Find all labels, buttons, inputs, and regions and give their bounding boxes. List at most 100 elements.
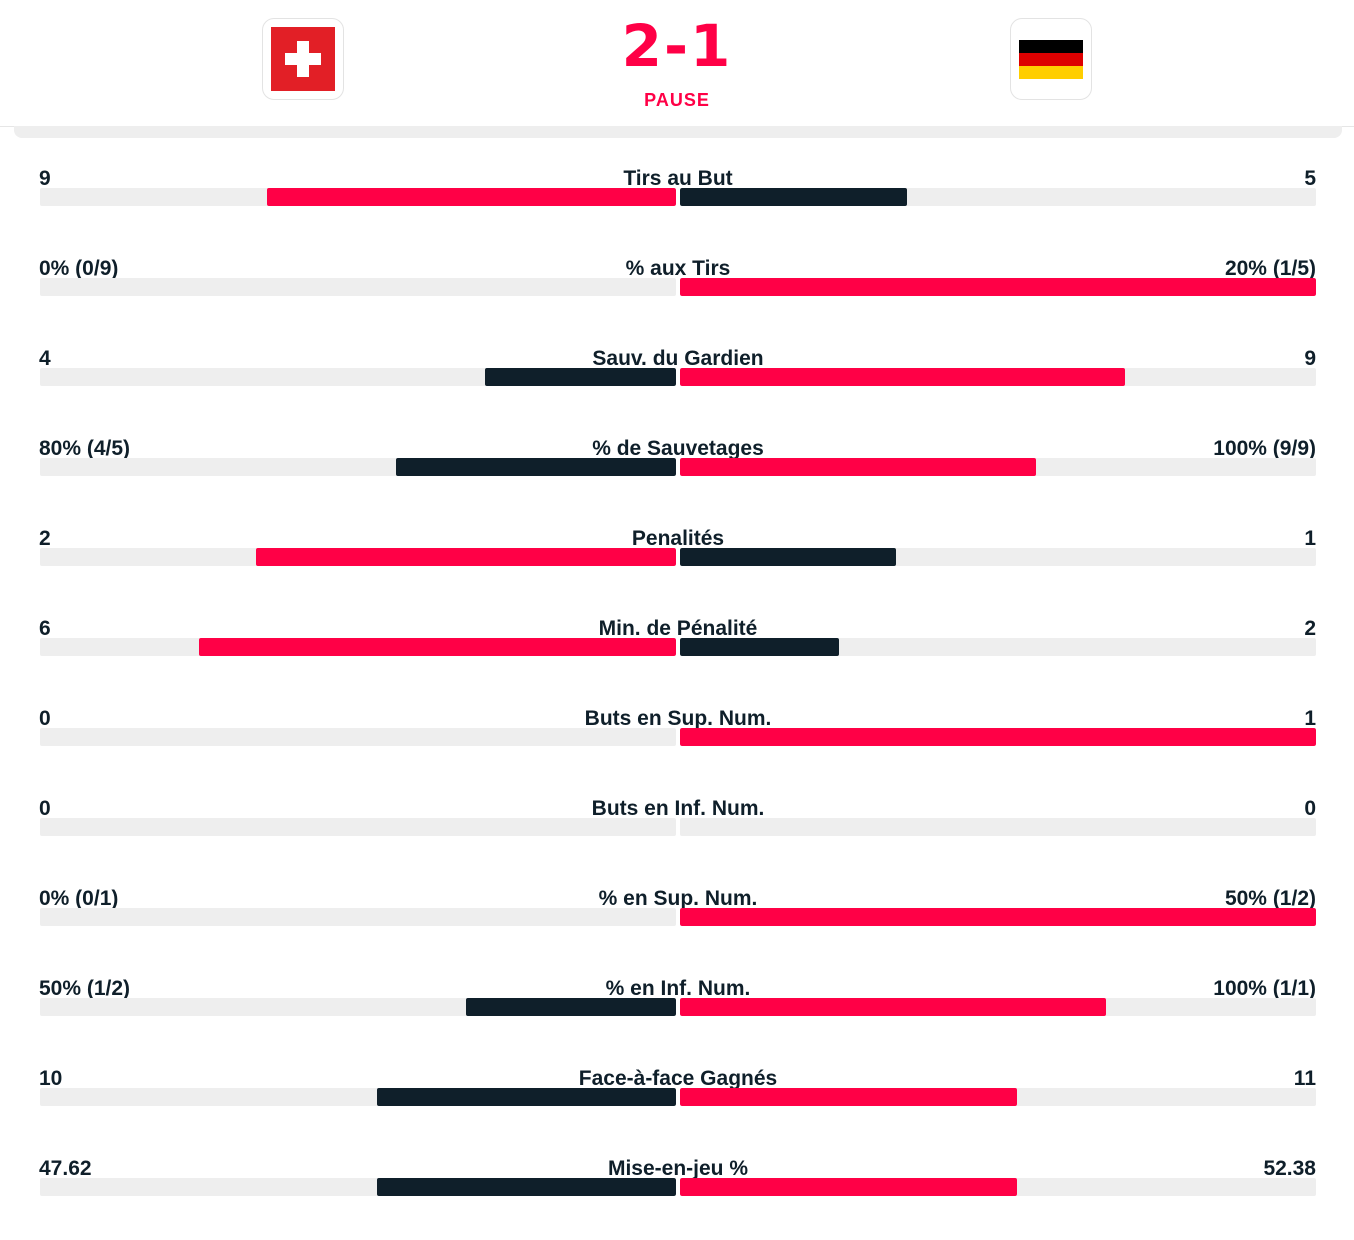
stat-label: % aux Tirs bbox=[625, 257, 731, 280]
away-bar-fill bbox=[680, 998, 1106, 1016]
stat-label: Min. de Pénalité bbox=[598, 617, 758, 640]
away-bar-track bbox=[680, 998, 1316, 1016]
stat-label: Buts en Inf. Num. bbox=[591, 797, 765, 820]
header-divider bbox=[14, 126, 1342, 138]
stat-bars bbox=[40, 368, 1316, 386]
stat-row: 80% (4/5) % de Sauvetages 100% (9/9) bbox=[39, 434, 1316, 514]
away-bar-track bbox=[680, 548, 1316, 566]
home-bar-fill bbox=[396, 458, 676, 476]
stat-labels: 50% (1/2) % en Inf. Num. 100% (1/1) bbox=[39, 974, 1316, 1004]
stat-labels: 80% (4/5) % de Sauvetages 100% (9/9) bbox=[39, 434, 1316, 464]
away-team-logo[interactable] bbox=[1010, 18, 1092, 100]
stat-away-value: 52.38 bbox=[1263, 1157, 1316, 1180]
home-bar-track bbox=[40, 818, 676, 836]
stat-home-value: 50% (1/2) bbox=[39, 977, 131, 1000]
home-bar-fill bbox=[377, 1178, 676, 1196]
germany-flag-icon bbox=[1019, 39, 1083, 79]
away-bar-fill bbox=[680, 458, 1036, 476]
match-header: 2-1 PAUSE bbox=[0, 0, 1354, 127]
away-bar-fill bbox=[680, 278, 1316, 296]
stat-labels: 4 Sauv. du Gardien 9 bbox=[39, 344, 1316, 374]
stat-bars bbox=[40, 1178, 1316, 1196]
away-bar-fill bbox=[680, 188, 907, 206]
stat-labels: 0% (0/1) % en Sup. Num. 50% (1/2) bbox=[39, 884, 1316, 914]
stat-bars bbox=[40, 188, 1316, 206]
stat-away-value: 0 bbox=[1304, 797, 1316, 820]
home-bar-track bbox=[40, 188, 676, 206]
away-bar-track bbox=[680, 818, 1316, 836]
home-bar-fill bbox=[256, 548, 676, 566]
stat-labels: 10 Face-à-face Gagnés 11 bbox=[39, 1064, 1316, 1094]
stat-home-value: 10 bbox=[39, 1067, 63, 1090]
match-status: PAUSE bbox=[644, 90, 710, 110]
home-bar-track bbox=[40, 1088, 676, 1106]
stat-label: Sauv. du Gardien bbox=[592, 347, 764, 370]
away-bar-fill bbox=[680, 548, 896, 566]
stat-away-value: 2 bbox=[1304, 617, 1316, 640]
stat-label: Mise-en-jeu % bbox=[607, 1157, 749, 1180]
stat-row: 0 Buts en Inf. Num. 0 bbox=[39, 794, 1316, 874]
stat-away-value: 11 bbox=[1293, 1067, 1316, 1090]
stat-row: 0% (0/1) % en Sup. Num. 50% (1/2) bbox=[39, 884, 1316, 964]
stat-bars bbox=[40, 818, 1316, 836]
stat-home-value: 80% (4/5) bbox=[39, 437, 131, 460]
stat-labels: 0% (0/9) % aux Tirs 20% (1/5) bbox=[39, 254, 1316, 284]
away-bar-track bbox=[680, 908, 1316, 926]
stat-bars bbox=[40, 278, 1316, 296]
stat-labels: 9 Tirs au But 5 bbox=[39, 164, 1316, 194]
stat-row: 0% (0/9) % aux Tirs 20% (1/5) bbox=[39, 254, 1316, 334]
stat-label: Tirs au But bbox=[623, 167, 733, 190]
stat-home-value: 9 bbox=[39, 167, 51, 190]
home-bar-fill bbox=[377, 1088, 676, 1106]
stat-away-value: 20% (1/5) bbox=[1224, 257, 1316, 280]
stat-row: 2 Penalités 1 bbox=[39, 524, 1316, 604]
stat-labels: 0 Buts en Inf. Num. 0 bbox=[39, 794, 1316, 824]
stat-row: 9 Tirs au But 5 bbox=[39, 164, 1316, 244]
home-bar-track bbox=[40, 278, 676, 296]
stat-away-value: 1 bbox=[1304, 707, 1316, 730]
stat-away-value: 100% (1/1) bbox=[1213, 977, 1316, 1000]
stat-home-value: 47.62 bbox=[39, 1157, 92, 1180]
away-bar-track bbox=[680, 278, 1316, 296]
away-bar-fill bbox=[680, 368, 1125, 386]
away-bar-track bbox=[680, 728, 1316, 746]
switzerland-flag-icon bbox=[271, 27, 335, 91]
stat-label: % de Sauvetages bbox=[592, 437, 764, 460]
stat-label: % en Sup. Num. bbox=[598, 887, 758, 910]
stat-bars bbox=[40, 1088, 1316, 1106]
home-bar-track bbox=[40, 548, 676, 566]
stat-label: Buts en Sup. Num. bbox=[584, 707, 772, 730]
home-bar-fill bbox=[466, 998, 676, 1016]
home-bar-track bbox=[40, 728, 676, 746]
away-bar-fill bbox=[680, 638, 839, 656]
stat-row: 47.62 Mise-en-jeu % 52.38 bbox=[39, 1154, 1316, 1234]
stat-bars bbox=[40, 998, 1316, 1016]
stat-home-value: 0% (0/1) bbox=[39, 887, 119, 910]
stat-home-value: 0% (0/9) bbox=[39, 257, 119, 280]
stat-label: Penalités bbox=[631, 527, 725, 550]
stat-row: 50% (1/2) % en Inf. Num. 100% (1/1) bbox=[39, 974, 1316, 1054]
stat-home-value: 4 bbox=[39, 347, 51, 370]
stat-away-value: 100% (9/9) bbox=[1213, 437, 1316, 460]
stat-labels: 0 Buts en Sup. Num. 1 bbox=[39, 704, 1316, 734]
stat-away-value: 1 bbox=[1304, 527, 1316, 550]
stat-bars bbox=[40, 458, 1316, 476]
stat-bars bbox=[40, 638, 1316, 656]
home-bar-track bbox=[40, 1178, 676, 1196]
away-bar-track bbox=[680, 1088, 1316, 1106]
home-team-logo[interactable] bbox=[262, 18, 344, 100]
stat-label: % en Inf. Num. bbox=[605, 977, 751, 1000]
away-bar-fill bbox=[680, 1178, 1017, 1196]
home-bar-track bbox=[40, 638, 676, 656]
away-bar-fill bbox=[680, 728, 1316, 746]
away-bar-fill bbox=[680, 1088, 1017, 1106]
home-bar-fill bbox=[267, 188, 676, 206]
stat-home-value: 0 bbox=[39, 797, 51, 820]
away-bar-track bbox=[680, 638, 1316, 656]
stat-row: 10 Face-à-face Gagnés 11 bbox=[39, 1064, 1316, 1144]
stat-row: 6 Min. de Pénalité 2 bbox=[39, 614, 1316, 694]
away-bar-track bbox=[680, 188, 1316, 206]
away-bar-track bbox=[680, 1178, 1316, 1196]
stat-labels: 2 Penalités 1 bbox=[39, 524, 1316, 554]
home-bar-fill bbox=[485, 368, 676, 386]
